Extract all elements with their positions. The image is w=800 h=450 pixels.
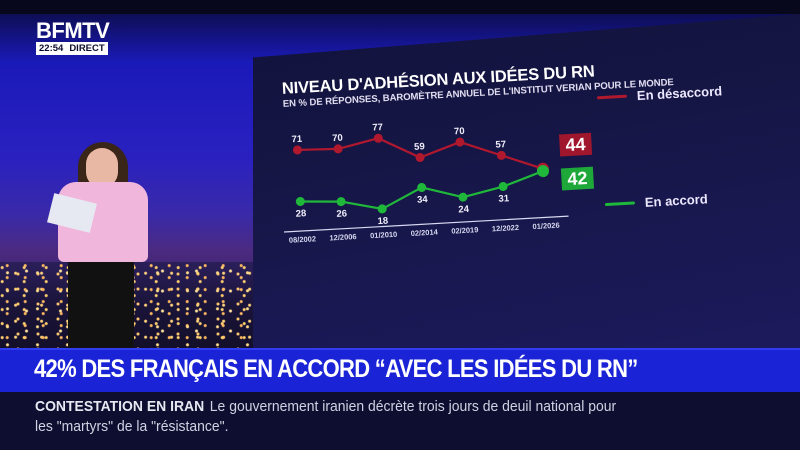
x-axis bbox=[283, 215, 569, 233]
data-label: 28 bbox=[295, 208, 306, 220]
x-tick-label: 02/2019 bbox=[451, 225, 479, 236]
data-label: 70 bbox=[332, 133, 343, 145]
legend-swatch-agree bbox=[604, 201, 635, 207]
x-tick-label: 12/2006 bbox=[329, 232, 357, 243]
latest-agree-badge: 42 bbox=[560, 166, 595, 191]
data-point bbox=[458, 192, 468, 202]
data-point bbox=[292, 145, 302, 155]
clock: 22:54 bbox=[39, 43, 64, 54]
chart: NIVEAU D'ADHÉSION AUX IDÉES DU RN EN % D… bbox=[273, 14, 764, 250]
data-point bbox=[377, 204, 387, 214]
presenter bbox=[47, 140, 160, 348]
data-label: 70 bbox=[454, 126, 465, 138]
data-point bbox=[373, 133, 383, 143]
data-point bbox=[415, 153, 425, 163]
data-point bbox=[498, 182, 508, 192]
studio-screen bbox=[253, 14, 800, 348]
legend-agree: En accord bbox=[604, 191, 709, 212]
headline-bar: 42% DES FRANÇAIS EN ACCORD “AVEC LES IDÉ… bbox=[0, 348, 800, 392]
live-tag: 22:54 DIRECT bbox=[36, 42, 108, 55]
data-label: 34 bbox=[417, 194, 429, 206]
ticker-body: Le gouvernement iranien décrète trois jo… bbox=[35, 398, 617, 435]
line-plot: 08/2002 12/2006 01/2010 02/2014 02/2019 12/20… bbox=[283, 122, 569, 245]
data-point bbox=[336, 197, 346, 207]
data-label: 31 bbox=[498, 193, 510, 205]
legend-swatch-disagree bbox=[596, 94, 628, 100]
data-label: 71 bbox=[291, 134, 303, 146]
x-tick-label: 01/2010 bbox=[370, 230, 398, 241]
latest-disagree-badge: 44 bbox=[558, 132, 593, 157]
data-point bbox=[496, 150, 506, 160]
data-label: 57 bbox=[495, 139, 506, 151]
top-dark-band bbox=[0, 0, 800, 14]
data-label: 18 bbox=[377, 216, 388, 228]
data-label: 59 bbox=[414, 141, 425, 153]
x-tick-label: 08/2002 bbox=[289, 234, 317, 245]
x-tick-label: 01/2026 bbox=[532, 221, 560, 232]
x-tick-label: 02/2014 bbox=[410, 227, 438, 238]
data-label: 26 bbox=[336, 208, 347, 220]
data-point bbox=[536, 165, 549, 178]
legend-label-agree: En accord bbox=[644, 191, 709, 210]
data-point bbox=[455, 137, 465, 147]
live-label: DIRECT bbox=[69, 43, 105, 54]
ticker-text: CONTESTATION EN IRAN Le gouvernement iran… bbox=[35, 397, 630, 437]
data-point bbox=[295, 196, 305, 206]
data-label: 24 bbox=[458, 204, 470, 216]
headline: 42% DES FRANÇAIS EN ACCORD “AVEC LES IDÉ… bbox=[34, 355, 638, 383]
channel-logo: BFMTV bbox=[36, 18, 110, 43]
x-tick-label: 12/2022 bbox=[492, 223, 520, 234]
ticker-kicker: CONTESTATION EN IRAN bbox=[35, 398, 205, 415]
data-point bbox=[333, 144, 343, 154]
data-label: 77 bbox=[372, 122, 383, 134]
news-ticker: CONTESTATION EN IRAN Le gouvernement iran… bbox=[0, 392, 800, 450]
data-point bbox=[417, 182, 427, 192]
